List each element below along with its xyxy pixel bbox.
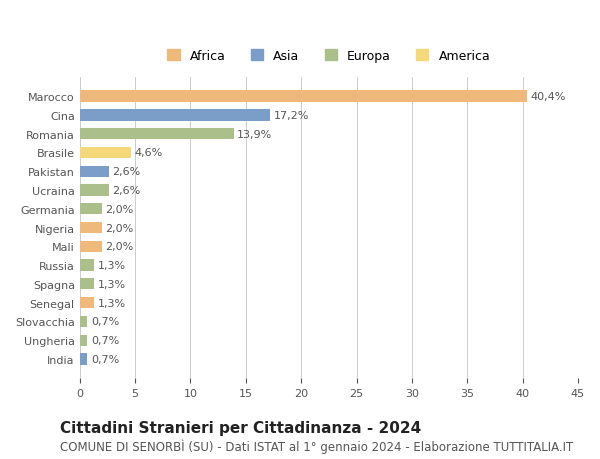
Bar — [80, 223, 102, 234]
Bar — [80, 316, 88, 327]
Bar — [80, 241, 102, 252]
Text: 13,9%: 13,9% — [237, 129, 272, 140]
Bar — [80, 279, 94, 290]
Text: Cittadini Stranieri per Cittadinanza - 2024: Cittadini Stranieri per Cittadinanza - 2… — [60, 420, 421, 435]
Text: 2,0%: 2,0% — [105, 242, 133, 252]
Text: 40,4%: 40,4% — [530, 92, 566, 102]
Bar — [80, 110, 270, 121]
Text: 0,7%: 0,7% — [91, 354, 119, 364]
Bar — [80, 353, 88, 365]
Text: 17,2%: 17,2% — [274, 111, 309, 121]
Text: 2,6%: 2,6% — [112, 185, 140, 196]
Text: 1,3%: 1,3% — [97, 261, 125, 270]
Bar — [80, 185, 109, 196]
Text: COMUNE DI SENORBÌ (SU) - Dati ISTAT al 1° gennaio 2024 - Elaborazione TUTTITALIA: COMUNE DI SENORBÌ (SU) - Dati ISTAT al 1… — [60, 438, 573, 453]
Bar — [80, 166, 109, 178]
Text: 2,0%: 2,0% — [105, 204, 133, 214]
Legend: Africa, Asia, Europa, America: Africa, Asia, Europa, America — [163, 45, 495, 68]
Text: 4,6%: 4,6% — [134, 148, 162, 158]
Bar — [80, 297, 94, 308]
Bar — [80, 335, 88, 346]
Text: 2,0%: 2,0% — [105, 223, 133, 233]
Text: 1,3%: 1,3% — [97, 298, 125, 308]
Bar — [80, 204, 102, 215]
Text: 1,3%: 1,3% — [97, 279, 125, 289]
Bar — [80, 147, 131, 159]
Bar — [80, 129, 233, 140]
Bar — [80, 91, 527, 102]
Bar — [80, 260, 94, 271]
Text: 2,6%: 2,6% — [112, 167, 140, 177]
Text: 0,7%: 0,7% — [91, 336, 119, 346]
Text: 0,7%: 0,7% — [91, 317, 119, 327]
